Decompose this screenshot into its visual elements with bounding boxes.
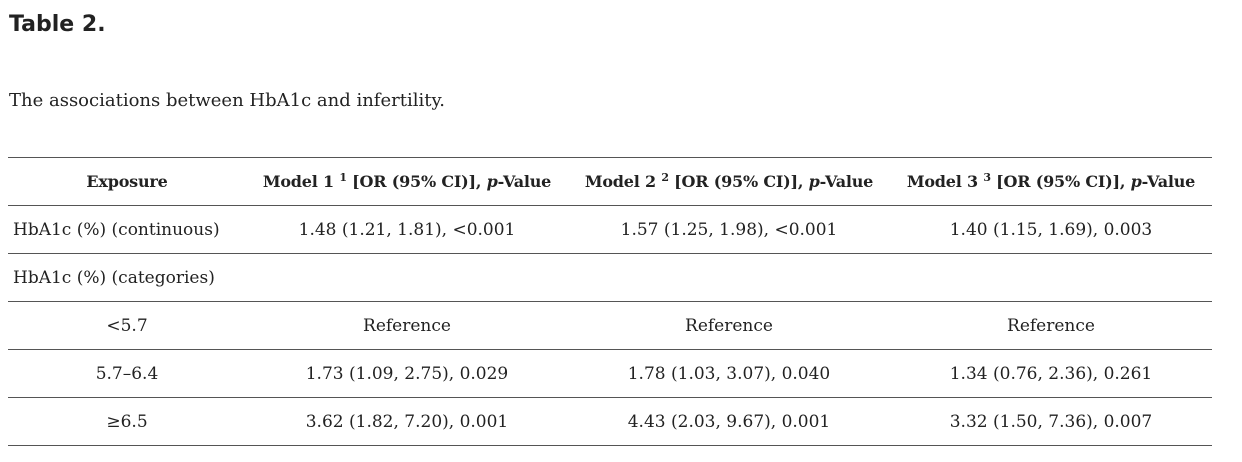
cell-model-1: 1.48 (1.21, 1.81), <0.001	[246, 205, 568, 254]
table-label: Table 2.	[9, 12, 106, 37]
header-model-2-name: Model 2	[584, 172, 662, 191]
footnote-2-marker: 2	[661, 171, 669, 184]
header-model-2: Model 2 2 [OR (95% CI)], p-Value	[568, 157, 890, 206]
table-row: ≥6.5 3.62 (1.82, 7.20), 0.001 4.43 (2.03…	[8, 397, 1212, 446]
cell-model-1	[246, 253, 568, 302]
table-caption: The associations between HbA1c and infer…	[9, 90, 445, 111]
header-model-1-p: p	[486, 172, 498, 191]
table-row: HbA1c (%) (categories)	[8, 253, 1212, 302]
cell-model-1: 1.73 (1.09, 2.75), 0.029	[246, 349, 568, 398]
header-model-2-mid: [OR (95% CI)],	[668, 172, 809, 191]
footnote-1-marker: 1	[339, 171, 347, 184]
header-model-1-mid: [OR (95% CI)],	[346, 172, 487, 191]
cell-model-2: 1.57 (1.25, 1.98), <0.001	[568, 205, 890, 254]
header-exposure: Exposure	[8, 157, 246, 206]
cell-model-2: 1.78 (1.03, 3.07), 0.040	[568, 349, 890, 398]
cell-model-2: Reference	[568, 301, 890, 350]
header-model-1-name: Model 1	[262, 172, 340, 191]
header-model-3-name: Model 3	[906, 172, 984, 191]
cell-model-3: 3.32 (1.50, 7.36), 0.007	[890, 397, 1212, 446]
cell-model-3: 1.40 (1.15, 1.69), 0.003	[890, 205, 1212, 254]
cell-model-3: 1.34 (0.76, 2.36), 0.261	[890, 349, 1212, 398]
cell-model-2: 4.43 (2.03, 9.67), 0.001	[568, 397, 890, 446]
table-row: 5.7–6.4 1.73 (1.09, 2.75), 0.029 1.78 (1…	[8, 349, 1212, 398]
header-model-3: Model 3 3 [OR (95% CI)], p-Value	[890, 157, 1212, 206]
cell-model-3	[890, 253, 1212, 302]
cell-exposure: <5.7	[8, 301, 246, 350]
header-model-2-p: p	[808, 172, 820, 191]
table-row: HbA1c (%) (continuous) 1.48 (1.21, 1.81)…	[8, 205, 1212, 254]
cell-exposure: HbA1c (%) (continuous)	[8, 205, 246, 254]
cell-model-3: Reference	[890, 301, 1212, 350]
header-model-3-mid: [OR (95% CI)],	[990, 172, 1131, 191]
results-table: Exposure Model 1 1 [OR (95% CI)], p-Valu…	[8, 157, 1212, 446]
header-model-1-tail: -Value	[497, 172, 552, 191]
header-row: Exposure Model 1 1 [OR (95% CI)], p-Valu…	[8, 157, 1212, 206]
cell-exposure: ≥6.5	[8, 397, 246, 446]
cell-model-1: 3.62 (1.82, 7.20), 0.001	[246, 397, 568, 446]
table-row: <5.7 Reference Reference Reference	[8, 301, 1212, 350]
header-model-3-tail: -Value	[1141, 172, 1196, 191]
header-model-2-tail: -Value	[819, 172, 874, 191]
footnote-3-marker: 3	[983, 171, 991, 184]
header-model-1: Model 1 1 [OR (95% CI)], p-Value	[246, 157, 568, 206]
cell-exposure: HbA1c (%) (categories)	[8, 253, 246, 302]
header-model-3-p: p	[1130, 172, 1142, 191]
cell-model-2	[568, 253, 890, 302]
cell-model-1: Reference	[246, 301, 568, 350]
cell-exposure: 5.7–6.4	[8, 349, 246, 398]
